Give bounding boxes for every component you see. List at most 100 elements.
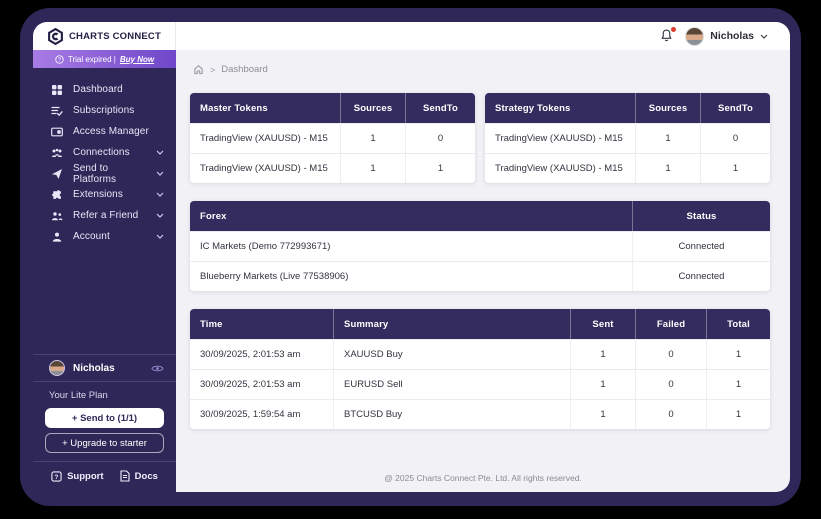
trial-banner-text: Trial expired | xyxy=(67,54,116,64)
puzzle-icon xyxy=(51,189,63,201)
divider xyxy=(33,461,176,462)
sidebar-item-label: Send to Platforms xyxy=(73,162,117,185)
support-row: ? Support Docs xyxy=(33,462,176,492)
table-row[interactable]: TradingView (XAUUSD) - M15 1 0 xyxy=(485,123,770,153)
cell-sendto: 1 xyxy=(405,153,475,183)
cell-summary: XAUUSD Buy xyxy=(333,339,570,369)
notification-badge xyxy=(670,26,678,33)
sidebar-item-send-to-platforms[interactable]: Send to Platforms xyxy=(33,162,176,185)
column-header: Sources xyxy=(635,93,700,123)
support-link[interactable]: ? Support xyxy=(51,470,104,482)
column-header: Summary xyxy=(333,309,570,339)
docs-label: Docs xyxy=(134,470,158,482)
sidebar-item-label: Account xyxy=(73,231,110,242)
cell-time: 30/09/2025, 2:01:53 am xyxy=(190,339,333,369)
notification-bell-icon[interactable] xyxy=(659,26,678,44)
cell-broker: IC Markets (Demo 772993671) xyxy=(190,231,632,261)
sidebar-item-label: Dashboard xyxy=(73,84,123,95)
table-row[interactable]: 30/09/2025, 2:01:53 am EURUSD Sell 1 0 1 xyxy=(190,369,770,399)
cell-sent: 1 xyxy=(570,339,635,369)
cell-sendto: 1 xyxy=(700,153,770,183)
sidebar-item-label: Connections xyxy=(73,147,130,158)
topbar: Nicholas xyxy=(176,22,790,50)
home-icon[interactable] xyxy=(193,64,204,75)
chevron-down-icon xyxy=(156,150,164,155)
copyright-text: @ 2025 Charts Connect Pte. Ltd. All righ… xyxy=(384,473,582,483)
column-header: Sources xyxy=(340,93,405,123)
sidebar-item-label: Subscriptions xyxy=(73,105,135,116)
column-header: Forex xyxy=(190,201,632,231)
column-header: Total xyxy=(706,309,770,339)
sidebar-item-dashboard[interactable]: Dashboard xyxy=(33,79,176,100)
column-header: Master Tokens xyxy=(190,93,340,123)
sidebar-item-subscriptions[interactable]: Subscriptions xyxy=(33,100,176,121)
svg-text:?: ? xyxy=(55,473,59,480)
eye-icon[interactable] xyxy=(151,364,164,373)
support-label: Support xyxy=(67,470,104,482)
status-badge: Connected xyxy=(632,261,770,291)
sidebar-item-label: Refer a Friend xyxy=(73,210,139,221)
sidebar-item-label: Extensions xyxy=(73,189,123,200)
main-content: > Dashboard Master Tokens Sources SendTo… xyxy=(176,50,790,492)
support-icon: ? xyxy=(51,470,62,482)
column-header: Time xyxy=(190,309,333,339)
strategy-tokens-table: Strategy Tokens Sources SendTo TradingVi… xyxy=(485,93,770,183)
column-header: Status xyxy=(632,201,770,231)
breadcrumb-separator: > xyxy=(210,64,216,75)
id-card-icon xyxy=(51,126,63,138)
sidebar-user-row[interactable]: Nicholas xyxy=(33,355,176,381)
cell-failed: 0 xyxy=(635,399,706,429)
cell-summary: EURUSD Sell xyxy=(333,369,570,399)
column-header: Strategy Tokens xyxy=(485,93,635,123)
cell-failed: 0 xyxy=(635,369,706,399)
cell-total: 1 xyxy=(706,369,770,399)
chevron-down-icon xyxy=(156,192,164,197)
breadcrumb-current[interactable]: Dashboard xyxy=(221,64,268,75)
chevron-down-icon xyxy=(156,171,164,176)
table-row[interactable]: 30/09/2025, 2:01:53 am XAUUSD Buy 1 0 1 xyxy=(190,339,770,369)
buy-now-link[interactable]: Buy Now xyxy=(119,54,155,64)
breadcrumb: > Dashboard xyxy=(193,64,268,75)
brand-logo[interactable]: CHARTS CONNECT xyxy=(33,22,176,50)
table-row[interactable]: TradingView (XAUUSD) - M15 1 1 xyxy=(190,153,475,183)
column-header: SendTo xyxy=(405,93,475,123)
divider xyxy=(33,354,176,355)
user-avatar xyxy=(685,26,705,46)
sidebar-item-extensions[interactable]: Extensions xyxy=(33,184,176,205)
cell-failed: 0 xyxy=(635,339,706,369)
cell-sendto: 0 xyxy=(405,123,475,153)
user-menu[interactable]: Nicholas xyxy=(685,26,768,46)
table-row[interactable]: Blueberry Markets (Live 77538906) Connec… xyxy=(190,261,770,291)
cell-token: TradingView (XAUUSD) - M15 xyxy=(190,153,340,183)
cell-token: TradingView (XAUUSD) - M15 xyxy=(485,123,635,153)
table-row[interactable]: TradingView (XAUUSD) - M15 1 1 xyxy=(485,153,770,183)
sidebar-item-access-manager[interactable]: Access Manager xyxy=(33,121,176,142)
header-bar: CHARTS CONNECT Nicholas xyxy=(33,22,790,50)
sidebar-item-refer-a-friend[interactable]: Refer a Friend xyxy=(33,205,176,226)
table-row[interactable]: 30/09/2025, 1:59:54 am BTCUSD Buy 1 0 1 xyxy=(190,399,770,429)
send-to-button[interactable]: + Send to (1/1) xyxy=(45,408,164,428)
account-icon xyxy=(51,231,63,243)
user-avatar xyxy=(49,360,65,376)
sidebar-item-account[interactable]: Account xyxy=(33,226,176,247)
sidebar-item-connections[interactable]: Connections xyxy=(33,142,176,163)
docs-link[interactable]: Docs xyxy=(120,470,158,482)
table-row[interactable]: IC Markets (Demo 772993671) Connected xyxy=(190,231,770,261)
chevron-down-icon xyxy=(156,234,164,239)
token-tables: Master Tokens Sources SendTo TradingView… xyxy=(190,93,770,183)
cell-sources: 1 xyxy=(340,153,405,183)
send-icon xyxy=(51,168,63,180)
cell-token: TradingView (XAUUSD) - M15 xyxy=(485,153,635,183)
sidebar-footer: Nicholas Your Lite Plan + Send to (1/1) … xyxy=(33,354,176,492)
brand-logo-icon xyxy=(47,27,64,45)
column-header: Failed xyxy=(635,309,706,339)
chevron-down-icon xyxy=(156,213,164,218)
cell-sources: 1 xyxy=(340,123,405,153)
forex-table: Forex Status IC Markets (Demo 772993671)… xyxy=(190,201,770,291)
cell-sources: 1 xyxy=(635,123,700,153)
cell-token: TradingView (XAUUSD) - M15 xyxy=(190,123,340,153)
cell-broker: Blueberry Markets (Live 77538906) xyxy=(190,261,632,291)
upgrade-button[interactable]: + Upgrade to starter xyxy=(45,433,164,453)
table-row[interactable]: TradingView (XAUUSD) - M15 1 0 xyxy=(190,123,475,153)
